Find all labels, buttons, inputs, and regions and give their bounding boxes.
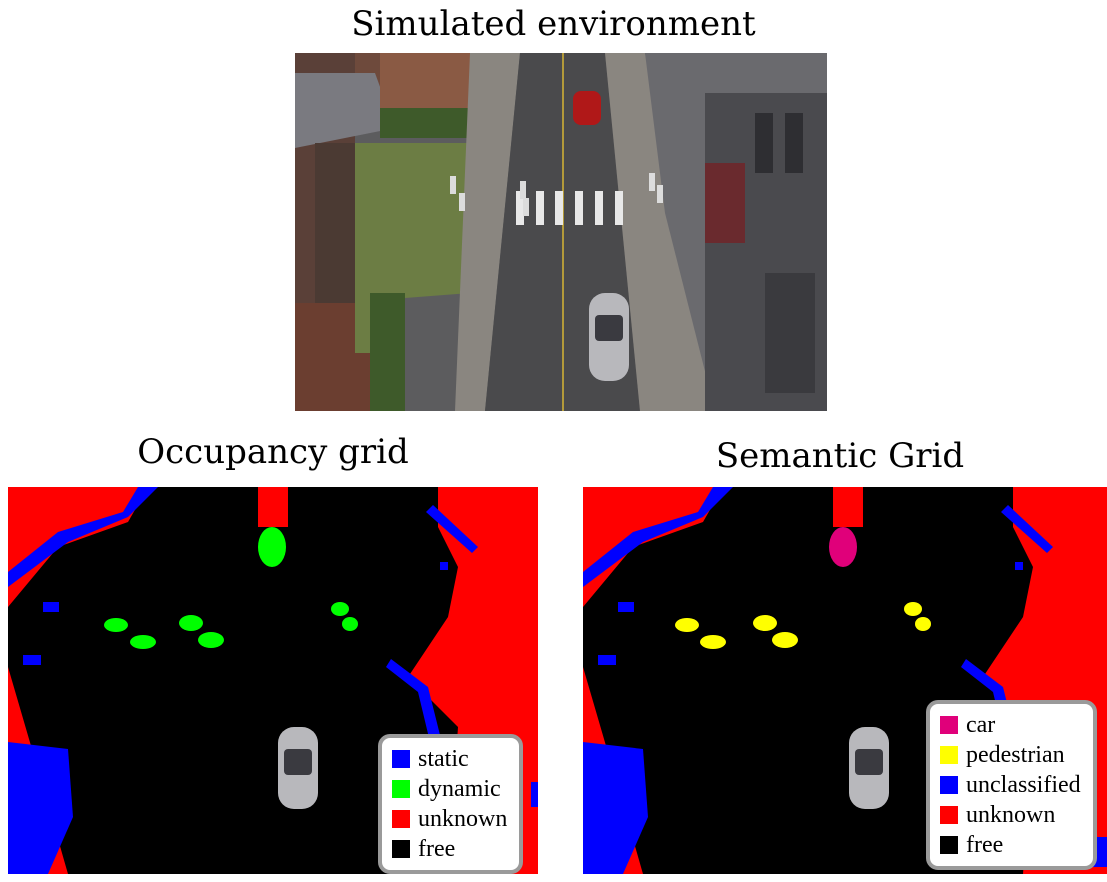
roof — [295, 73, 395, 148]
free-swatch — [940, 836, 958, 854]
legend-item-unknown: unknown — [392, 804, 507, 834]
dynamic-cells — [104, 527, 358, 649]
simulated-environment-image — [295, 53, 827, 411]
legend-label-unclassified: unclassified — [966, 772, 1081, 798]
legend-label-car: car — [966, 712, 996, 738]
dynamic-swatch — [392, 780, 410, 798]
semantic-grid-map — [583, 487, 1107, 874]
crosswalk — [516, 191, 623, 225]
static-swatch — [392, 750, 410, 768]
legend-label-static: static — [418, 746, 469, 772]
unclassified-swatch — [940, 776, 958, 794]
unknown-swatch — [940, 806, 958, 824]
legend-item-free: free — [940, 830, 1081, 860]
ego-vehicle — [278, 727, 318, 809]
car-cells — [829, 527, 857, 567]
semantic-grid-panel: car pedestrian unclassified unknown free — [583, 487, 1107, 874]
occupancy-grid-title: Occupancy grid — [137, 432, 409, 472]
occupancy-legend: static dynamic unknown free — [378, 734, 524, 874]
ego-vehicle — [849, 727, 889, 809]
legend-label-free: free — [966, 832, 1004, 858]
legend-label-unknown: unknown — [418, 806, 508, 832]
shop-sign — [705, 163, 745, 243]
pedestrians — [450, 173, 663, 216]
legend-item-static: static — [392, 744, 507, 774]
legend-item-dynamic: dynamic — [392, 774, 507, 804]
legend-label-dynamic: dynamic — [418, 776, 501, 802]
legend-label-pedestrian: pedestrian — [966, 742, 1065, 768]
legend-item-car: car — [940, 710, 1081, 740]
pedestrian-cells — [675, 602, 931, 649]
simulated-environment-title: Simulated environment — [351, 4, 756, 44]
semantic-legend: car pedestrian unclassified unknown free — [926, 700, 1097, 870]
red-car — [573, 91, 601, 125]
hedge-top — [380, 108, 470, 138]
hedge-bottom — [370, 293, 405, 411]
semantic-grid-title: Semantic Grid — [715, 436, 965, 476]
street-scene — [295, 53, 827, 411]
car-swatch — [940, 716, 958, 734]
occupancy-grid-panel: static dynamic unknown free — [8, 487, 538, 874]
legend-label-free: free — [418, 836, 456, 862]
legend-item-pedestrian: pedestrian — [940, 740, 1081, 770]
free-swatch — [392, 840, 410, 858]
legend-item-unknown: unknown — [940, 800, 1081, 830]
pedestrian-swatch — [940, 746, 958, 764]
legend-label-unknown: unknown — [966, 802, 1056, 828]
unknown-swatch — [392, 810, 410, 828]
legend-item-unclassified: unclassified — [940, 770, 1081, 800]
legend-item-free: free — [392, 834, 507, 864]
